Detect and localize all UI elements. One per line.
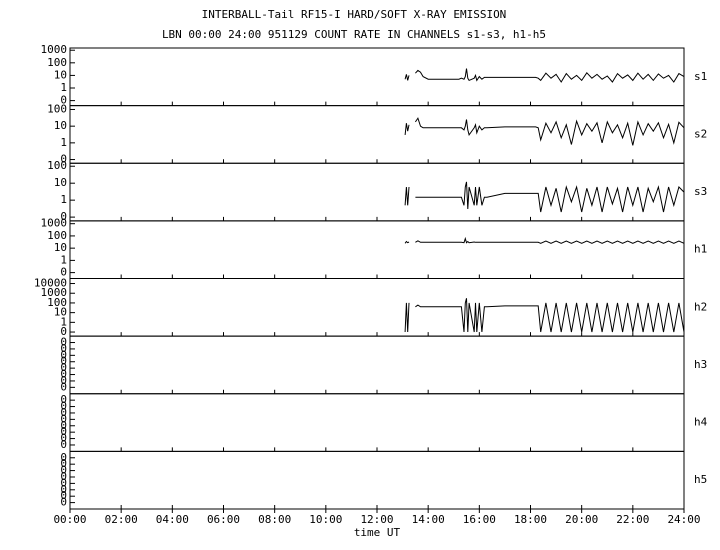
y-tick-label: 0 (60, 425, 67, 438)
chart-subtitle: LBN 00:00 24:00 951129 COUNT RATE IN CHA… (162, 28, 546, 41)
panel-label: s1 (694, 70, 707, 83)
x-tick-label: 20:00 (565, 513, 598, 526)
y-tick-label: 0 (60, 464, 67, 477)
y-tick-label: 1 (60, 136, 67, 149)
y-tick-label: 0 (60, 336, 67, 349)
y-tick-label: 0 (60, 457, 67, 470)
y-tick-label: 100 (47, 159, 67, 172)
y-tick-label: 0 (60, 393, 67, 406)
y-tick-label: 0 (60, 489, 67, 502)
y-tick-label: 0 (60, 355, 67, 368)
panel-frame (69, 162, 685, 222)
data-line (404, 181, 685, 213)
y-tick-label: 0 (60, 348, 67, 361)
x-tick-label: 12:00 (360, 513, 393, 526)
panel-label: h1 (694, 243, 707, 256)
y-tick-label: 0 (60, 325, 67, 338)
x-tick-label: 16:00 (463, 513, 496, 526)
panel-label: h2 (694, 300, 707, 313)
y-tick-label: 100 (47, 56, 67, 69)
panel-frame (69, 278, 685, 337)
y-tick-label: 1 (60, 253, 67, 266)
y-tick-label: 1 (60, 193, 67, 206)
data-line (404, 117, 685, 146)
y-tick-label: 0 (60, 266, 67, 279)
panel-label: s2 (694, 127, 707, 140)
data-line (404, 68, 685, 83)
chart-title: INTERBALL-Tail RF15-I HARD/SOFT X-RAY EM… (202, 8, 507, 21)
panel-frame (69, 393, 685, 452)
x-tick-label: 10:00 (309, 513, 342, 526)
y-tick-label: 10 (54, 119, 67, 132)
y-tick-label: 0 (60, 342, 67, 355)
panel-frame (69, 47, 685, 107)
y-tick-label: 10 (54, 306, 67, 319)
y-tick-label: 10 (54, 176, 67, 189)
panel-frame (69, 220, 685, 279)
x-tick-label: 00:00 (53, 513, 86, 526)
y-tick-label: 10000 (34, 277, 67, 290)
data-line (404, 236, 685, 244)
x-tick-label: 24:00 (667, 513, 700, 526)
y-tick-label: 0 (60, 94, 67, 107)
panel-label: s3 (694, 185, 707, 198)
x-tick-label: 04:00 (156, 513, 189, 526)
y-tick-label: 0 (60, 406, 67, 419)
x-tick-label: 14:00 (412, 513, 445, 526)
y-tick-label: 0 (60, 374, 67, 387)
y-tick-label: 0 (60, 412, 67, 425)
x-tick-label: 18:00 (514, 513, 547, 526)
panel-frame (69, 105, 685, 164)
x-tick-label: 22:00 (616, 513, 649, 526)
x-tick-label: 02:00 (105, 513, 138, 526)
panel-frame (69, 450, 685, 510)
y-tick-label: 0 (60, 476, 67, 489)
y-tick-label: 0 (60, 419, 67, 432)
x-axis-label: time UT (354, 526, 401, 539)
y-tick-label: 0 (60, 496, 67, 509)
y-tick-label: 100 (47, 229, 67, 242)
panel-label: h4 (694, 416, 708, 429)
y-tick-label: 1000 (41, 43, 68, 56)
x-tick-label: 08:00 (258, 513, 291, 526)
y-tick-label: 0 (60, 400, 67, 413)
y-tick-label: 0 (60, 380, 67, 393)
y-tick-label: 0 (60, 153, 67, 166)
y-tick-label: 0 (60, 432, 67, 445)
y-tick-label: 1000 (41, 217, 68, 230)
y-tick-label: 1 (60, 315, 67, 328)
x-tick-label: 06:00 (207, 513, 240, 526)
y-tick-label: 10 (54, 241, 67, 254)
y-tick-label: 100 (47, 296, 67, 309)
y-tick-label: 0 (60, 210, 67, 223)
y-tick-label: 0 (60, 361, 67, 374)
y-tick-label: 1000 (41, 286, 68, 299)
panel-label: h3 (694, 358, 707, 371)
data-line (404, 298, 685, 333)
y-tick-label: 0 (60, 483, 67, 496)
y-tick-label: 10 (54, 68, 67, 81)
y-tick-label: 0 (60, 438, 67, 451)
y-tick-label: 0 (60, 470, 67, 483)
panel-label: h5 (694, 473, 707, 486)
panel-frame (69, 335, 685, 395)
y-tick-label: 100 (47, 102, 67, 115)
y-tick-label: 0 (60, 451, 67, 464)
y-tick-label: 1 (60, 81, 67, 94)
y-tick-label: 0 (60, 368, 67, 381)
